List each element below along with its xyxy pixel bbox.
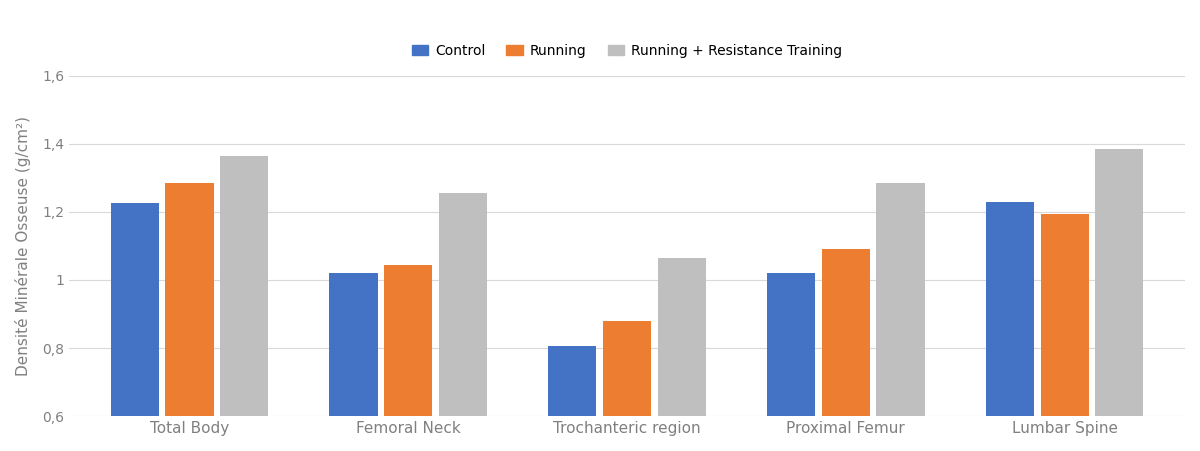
Bar (548, 346, 596, 451)
Y-axis label: Densité Minérale Osseuse (g/cm²): Densité Minérale Osseuse (g/cm²) (14, 116, 31, 376)
Bar (439, 193, 487, 451)
Bar (220, 156, 269, 451)
Bar (166, 183, 214, 451)
Bar (767, 273, 815, 451)
Bar (876, 183, 925, 451)
Bar (1040, 214, 1088, 451)
Bar (658, 258, 706, 451)
Bar (1096, 149, 1144, 451)
Bar (986, 202, 1034, 451)
Bar (384, 265, 432, 451)
Bar (822, 249, 870, 451)
Bar (602, 321, 652, 451)
Legend: Control, Running, Running + Resistance Training: Control, Running, Running + Resistance T… (406, 38, 848, 64)
Bar (110, 203, 158, 451)
Bar (330, 273, 378, 451)
